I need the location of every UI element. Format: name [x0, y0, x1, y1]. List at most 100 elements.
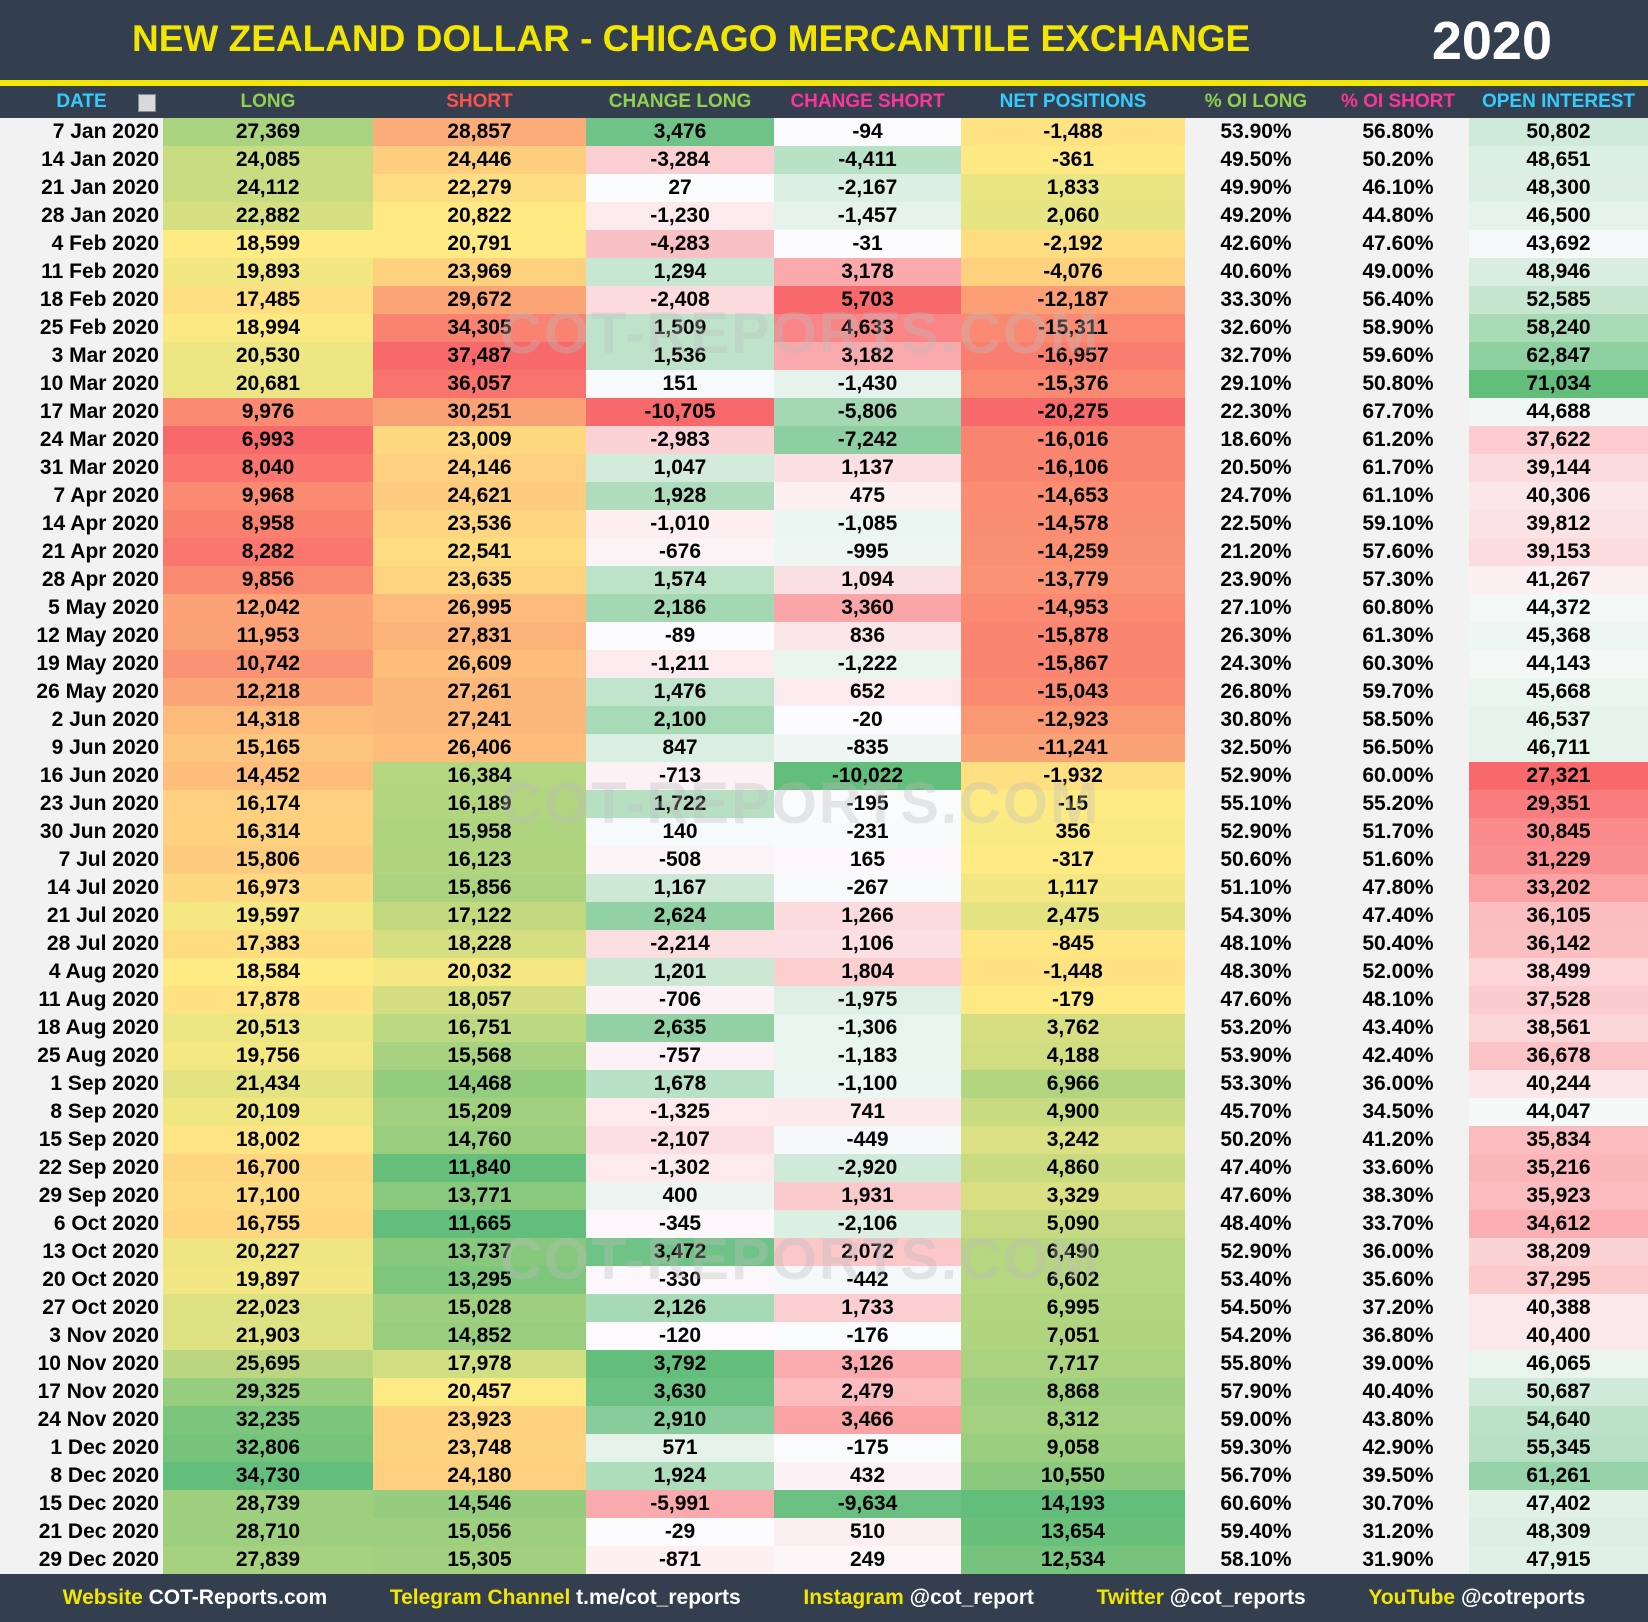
value-cell: 48,651	[1469, 146, 1648, 174]
value-cell: 47,402	[1469, 1490, 1648, 1518]
value-cell: 42.90%	[1327, 1434, 1469, 1462]
value-cell: 71,034	[1469, 370, 1648, 398]
value-cell: -2,167	[774, 174, 961, 202]
footer-value[interactable]: COT-Reports.com	[148, 1586, 328, 1609]
date-cell: 20 Oct 2020	[0, 1266, 163, 1294]
value-cell: 2,060	[961, 202, 1185, 230]
value-cell: 18,584	[163, 958, 373, 986]
table-row: 21 Dec 2020 28,710 15,056 -29 510 13,654 59.40…	[0, 1518, 1648, 1546]
value-cell: 49.90%	[1185, 174, 1327, 202]
table-row: 11 Aug 2020 17,878 18,057 -706 -1,975 -179 47.…	[0, 986, 1648, 1014]
value-cell: 16,314	[163, 818, 373, 846]
value-cell: 8,958	[163, 510, 373, 538]
value-cell: 3,329	[961, 1182, 1185, 1210]
table-row: 27 Oct 2020 22,023 15,028 2,126 1,733 6,995 54…	[0, 1294, 1648, 1322]
value-cell: 1,536	[586, 342, 774, 370]
value-cell: 58.10%	[1185, 1546, 1327, 1574]
table-row: 8 Sep 2020 20,109 15,209 -1,325 741 4,900 45.7…	[0, 1098, 1648, 1126]
filter-icon[interactable]	[138, 94, 156, 112]
value-cell: 22,882	[163, 202, 373, 230]
value-cell: 27,241	[373, 706, 586, 734]
footer-label: Instagram	[803, 1586, 904, 1609]
value-cell: -14,953	[961, 594, 1185, 622]
footer-value[interactable]: @cot_report	[909, 1586, 1034, 1609]
table-row: 10 Nov 2020 25,695 17,978 3,792 3,126 7,717 55…	[0, 1350, 1648, 1378]
value-cell: 48.30%	[1185, 958, 1327, 986]
value-cell: 27,839	[163, 1546, 373, 1574]
title: NEW ZEALAND DOLLAR - CHICAGO MERCANTILE …	[132, 18, 1251, 59]
table-row: 9 Jun 2020 15,165 26,406 847 -835 -11,241 32.5…	[0, 734, 1648, 762]
value-cell: 32.50%	[1185, 734, 1327, 762]
value-cell: 50.80%	[1327, 370, 1469, 398]
value-cell: 41.20%	[1327, 1126, 1469, 1154]
value-cell: -3,284	[586, 146, 774, 174]
date-cell: 29 Sep 2020	[0, 1182, 163, 1210]
footer-item: Instagram @cot_report	[803, 1586, 1034, 1610]
value-cell: 30,845	[1469, 818, 1648, 846]
value-cell: -2,214	[586, 930, 774, 958]
value-cell: -179	[961, 986, 1185, 1014]
value-cell: 47.80%	[1327, 874, 1469, 902]
value-cell: 2,100	[586, 706, 774, 734]
value-cell: 56.70%	[1185, 1462, 1327, 1490]
value-cell: -1,325	[586, 1098, 774, 1126]
value-cell: 34,612	[1469, 1210, 1648, 1238]
date-cell: 7 Apr 2020	[0, 482, 163, 510]
column-header: CHANGE LONG	[608, 91, 752, 112]
value-cell: 15,305	[373, 1546, 586, 1574]
header-bar: NEW ZEALAND DOLLAR - CHICAGO MERCANTILE …	[0, 0, 1648, 80]
value-cell: -14,653	[961, 482, 1185, 510]
value-cell: 20,681	[163, 370, 373, 398]
date-cell: 2 Jun 2020	[0, 706, 163, 734]
value-cell: 55,345	[1469, 1434, 1648, 1462]
table-row: 17 Nov 2020 29,325 20,457 3,630 2,479 8,868 57…	[0, 1378, 1648, 1406]
footer-value[interactable]: @cotreports	[1460, 1586, 1586, 1609]
value-cell: 4,900	[961, 1098, 1185, 1126]
value-cell: 17,878	[163, 986, 373, 1014]
value-cell: 16,384	[373, 762, 586, 790]
value-cell: 17,100	[163, 1182, 373, 1210]
value-cell: 24,446	[373, 146, 586, 174]
value-cell: 62,847	[1469, 342, 1648, 370]
value-cell: 1,137	[774, 454, 961, 482]
date-cell: 18 Aug 2020	[0, 1014, 163, 1042]
value-cell: 61.10%	[1327, 482, 1469, 510]
footer-value[interactable]: t.me/cot_reports	[576, 1586, 741, 1609]
value-cell: 21.20%	[1185, 538, 1327, 566]
value-cell: 39,144	[1469, 454, 1648, 482]
value-cell: -1,302	[586, 1154, 774, 1182]
value-cell: 1,476	[586, 678, 774, 706]
value-cell: 61.30%	[1327, 622, 1469, 650]
value-cell: 16,174	[163, 790, 373, 818]
value-cell: 61.20%	[1327, 426, 1469, 454]
value-cell: 58,240	[1469, 314, 1648, 342]
value-cell: 46,500	[1469, 202, 1648, 230]
value-cell: -12,923	[961, 706, 1185, 734]
table-row: 3 Mar 2020 20,530 37,487 1,536 3,182 -16,957 3…	[0, 342, 1648, 370]
value-cell: 30,251	[373, 398, 586, 426]
column-header[interactable]: DATE	[0, 86, 163, 118]
value-cell: -15	[961, 790, 1185, 818]
table-row: 24 Nov 2020 32,235 23,923 2,910 3,466 8,312 59…	[0, 1406, 1648, 1434]
value-cell: 16,973	[163, 874, 373, 902]
value-cell: 49.20%	[1185, 202, 1327, 230]
value-cell: -1,183	[774, 1042, 961, 1070]
value-cell: 49.50%	[1185, 146, 1327, 174]
value-cell: -16,106	[961, 454, 1185, 482]
value-cell: 37,295	[1469, 1266, 1648, 1294]
value-cell: 23,009	[373, 426, 586, 454]
date-cell: 14 Apr 2020	[0, 510, 163, 538]
value-cell: 11,953	[163, 622, 373, 650]
date-cell: 7 Jul 2020	[0, 846, 163, 874]
date-cell: 28 Apr 2020	[0, 566, 163, 594]
value-cell: -1,010	[586, 510, 774, 538]
value-cell: -89	[586, 622, 774, 650]
footer-value[interactable]: @cot_reports	[1169, 1586, 1306, 1609]
column-header: SHORT	[446, 91, 513, 112]
header-stripe	[0, 80, 1648, 86]
value-cell: 31.20%	[1327, 1518, 1469, 1546]
value-cell: 52.90%	[1185, 818, 1327, 846]
value-cell: 44,047	[1469, 1098, 1648, 1126]
value-cell: 61,261	[1469, 1462, 1648, 1490]
table-row: 21 Apr 2020 8,282 22,541 -676 -995 -14,259 21.…	[0, 538, 1648, 566]
